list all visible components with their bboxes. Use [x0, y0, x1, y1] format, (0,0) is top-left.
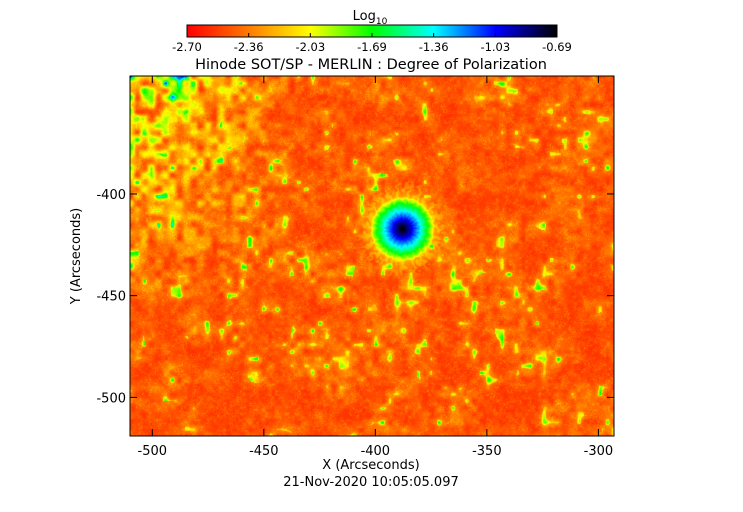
x-axis: -500 -450 -400 -350 -300 — [138, 76, 614, 459]
colorbar-tick-label: -2.36 — [234, 40, 264, 54]
colorbar-tick-label: -2.03 — [295, 40, 325, 54]
heatmap-canvas — [130, 76, 614, 436]
x-tick-label: -400 — [361, 444, 391, 459]
plot-frame — [129, 75, 615, 437]
colorbar: Log10 -2.70 -2.36 -2.03 -1.69 -1.36 -1.03 -0.6… — [172, 9, 572, 54]
colorbar-tick-label: -1.03 — [480, 40, 510, 54]
colorbar-tick-label: -1.36 — [419, 40, 449, 54]
x-tick-label: -450 — [249, 444, 279, 459]
y-axis: -400 -450 -500 — [96, 188, 614, 406]
y-tick-label: -450 — [96, 290, 126, 305]
x-axis-label: X (Arcseconds) — [322, 458, 419, 473]
colorbar-label: Log10 — [353, 9, 388, 27]
heatmap-image — [130, 76, 614, 436]
colorbar-tick-label: -0.69 — [542, 40, 572, 54]
colorbar-tick-label: -1.69 — [357, 40, 387, 54]
x-tick-label: -350 — [472, 444, 502, 459]
y-axis-label: Y (Arcseconds) — [69, 208, 84, 305]
x-tick-label: -500 — [138, 444, 168, 459]
y-tick-label: -500 — [96, 391, 126, 406]
colorbar-tick-label: -2.70 — [172, 40, 202, 54]
x-tick-label: -300 — [584, 444, 614, 459]
timestamp: 21-Nov-2020 10:05:05.097 — [283, 475, 459, 490]
colorbar-ticks: -2.70 -2.36 -2.03 -1.69 -1.36 -1.03 -0.69 — [172, 33, 572, 54]
chart-title: Hinode SOT/SP - MERLIN : Degree of Polar… — [195, 57, 547, 73]
y-tick-label: -400 — [96, 188, 126, 203]
